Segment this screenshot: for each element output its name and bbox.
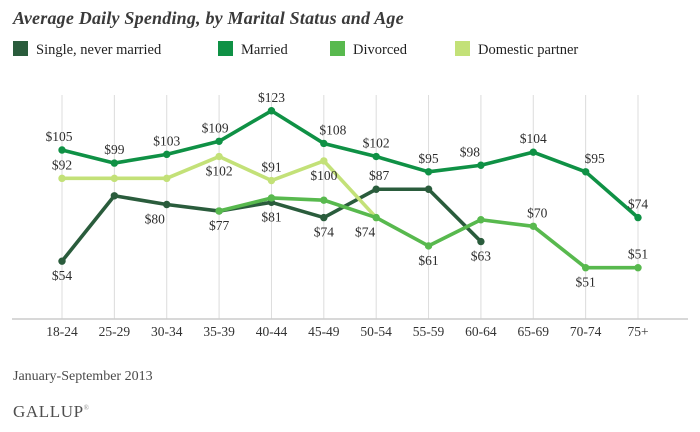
data-point-domestic-partner [163, 174, 171, 183]
data-point-label: $92 [52, 157, 72, 172]
data-point-married [110, 159, 119, 167]
series-line-married [60, 108, 640, 220]
data-point-label: $108 [319, 122, 346, 137]
x-axis-label: 40-44 [256, 324, 288, 339]
x-axis-label: 45-49 [308, 324, 340, 339]
data-point-label: $95 [418, 151, 439, 166]
data-point-domestic-partner [320, 157, 328, 165]
legend-item-domestic-partner: Domestic partner [455, 41, 578, 59]
legend-label: Domestic partner [478, 42, 579, 58]
data-point-married [477, 161, 485, 169]
data-point-label: $87 [369, 168, 390, 183]
data-point-married [581, 168, 590, 176]
data-point-divorced [215, 207, 223, 215]
legend-item-married: Married [218, 41, 288, 59]
data-point-label: $54 [52, 268, 73, 283]
gallup-logo: GALLUP® [13, 402, 90, 421]
x-axis-label: 70-74 [570, 324, 602, 339]
data-point-married [215, 137, 223, 145]
legend-swatch-single-never-married-icon [13, 41, 28, 56]
data-point-single-never-married [163, 200, 171, 209]
data-point-single-never-married [110, 192, 119, 200]
page-title: Average Daily Spending, by Marital Statu… [13, 8, 404, 28]
data-point-label: $104 [520, 131, 547, 146]
legend-item-single-never-married: Single, never married [13, 41, 161, 59]
data-point-label: $102 [206, 164, 233, 179]
spending-line-chart: 18-24 25-29 30-34 35-39 40-44 45-49 50-54 55-59… [12, 90, 688, 339]
legend-label: Divorced [353, 42, 407, 58]
data-point-single-never-married [320, 213, 328, 222]
data-point-label: $102 [363, 136, 390, 151]
data-point-married [58, 146, 66, 154]
data-point-label: $74 [314, 225, 335, 240]
data-point-label: $63 [471, 249, 492, 264]
data-point-divorced [372, 213, 380, 222]
data-point-married [424, 168, 433, 176]
data-point-label: $51 [628, 247, 648, 262]
x-axis-label: 35-39 [203, 324, 235, 339]
data-point-single-never-married [372, 185, 380, 193]
data-point-single-never-married [424, 185, 433, 193]
data-point-single-never-married [58, 257, 66, 265]
legend-label: Married [241, 42, 288, 58]
legend-swatch-domestic-partner-icon [455, 41, 470, 56]
data-point-label: $109 [202, 120, 229, 135]
data-point-label: $74 [628, 197, 649, 212]
data-point-married [320, 139, 328, 148]
data-point-divorced [477, 216, 485, 224]
registered-mark: ® [83, 404, 90, 413]
data-point-label: $105 [46, 129, 73, 144]
x-axis-label: 18-24 [46, 324, 78, 339]
chart-legend: Single, never married Married Divorced D… [0, 41, 700, 59]
data-point-married [163, 150, 171, 159]
data-point-label: $81 [261, 209, 281, 224]
data-point-label: $100 [310, 168, 337, 183]
data-point-label: $123 [258, 90, 285, 105]
data-point-label: $77 [209, 218, 230, 233]
data-point-label: $70 [527, 205, 548, 220]
data-point-divorced [634, 264, 642, 272]
data-point-divorced [529, 222, 537, 230]
data-point-domestic-partner [267, 176, 276, 185]
data-point-single-never-married [477, 237, 485, 246]
data-point-domestic-partner [110, 174, 119, 183]
data-point-label: $74 [355, 225, 376, 240]
data-point-label: $80 [145, 212, 166, 227]
date-range-label: January-September 2013 [13, 369, 153, 384]
data-point-label: $98 [460, 144, 481, 159]
legend-label: Single, never married [36, 42, 162, 58]
x-axis-label: 30-34 [151, 324, 183, 339]
data-point-label: $99 [104, 142, 125, 157]
data-point-domestic-partner [215, 152, 223, 161]
data-point-divorced [424, 242, 433, 250]
data-point-divorced [581, 264, 590, 272]
x-axis-label: 60-64 [465, 324, 497, 339]
data-point-label: $91 [261, 160, 281, 175]
data-point-label: $95 [585, 151, 606, 166]
data-point-married [529, 148, 537, 156]
x-axis-label: 65-69 [518, 324, 550, 339]
legend-item-divorced: Divorced [330, 41, 407, 59]
legend-swatch-divorced-icon [330, 41, 345, 56]
data-point-label: $103 [153, 133, 180, 148]
data-point-married [372, 152, 380, 161]
data-point-married [267, 107, 276, 115]
data-point-divorced [267, 194, 276, 202]
data-point-domestic-partner [58, 174, 66, 183]
x-axis-label: 55-59 [413, 324, 445, 339]
data-point-divorced [320, 196, 328, 204]
x-axis-label: 75+ [627, 324, 648, 339]
x-axis-label: 25-29 [99, 324, 131, 339]
legend-swatch-married-icon [218, 41, 233, 56]
data-point-label: $51 [576, 275, 596, 290]
x-axis-label: 50-54 [360, 324, 392, 339]
data-point-married [634, 213, 642, 222]
data-point-label: $61 [418, 253, 438, 268]
